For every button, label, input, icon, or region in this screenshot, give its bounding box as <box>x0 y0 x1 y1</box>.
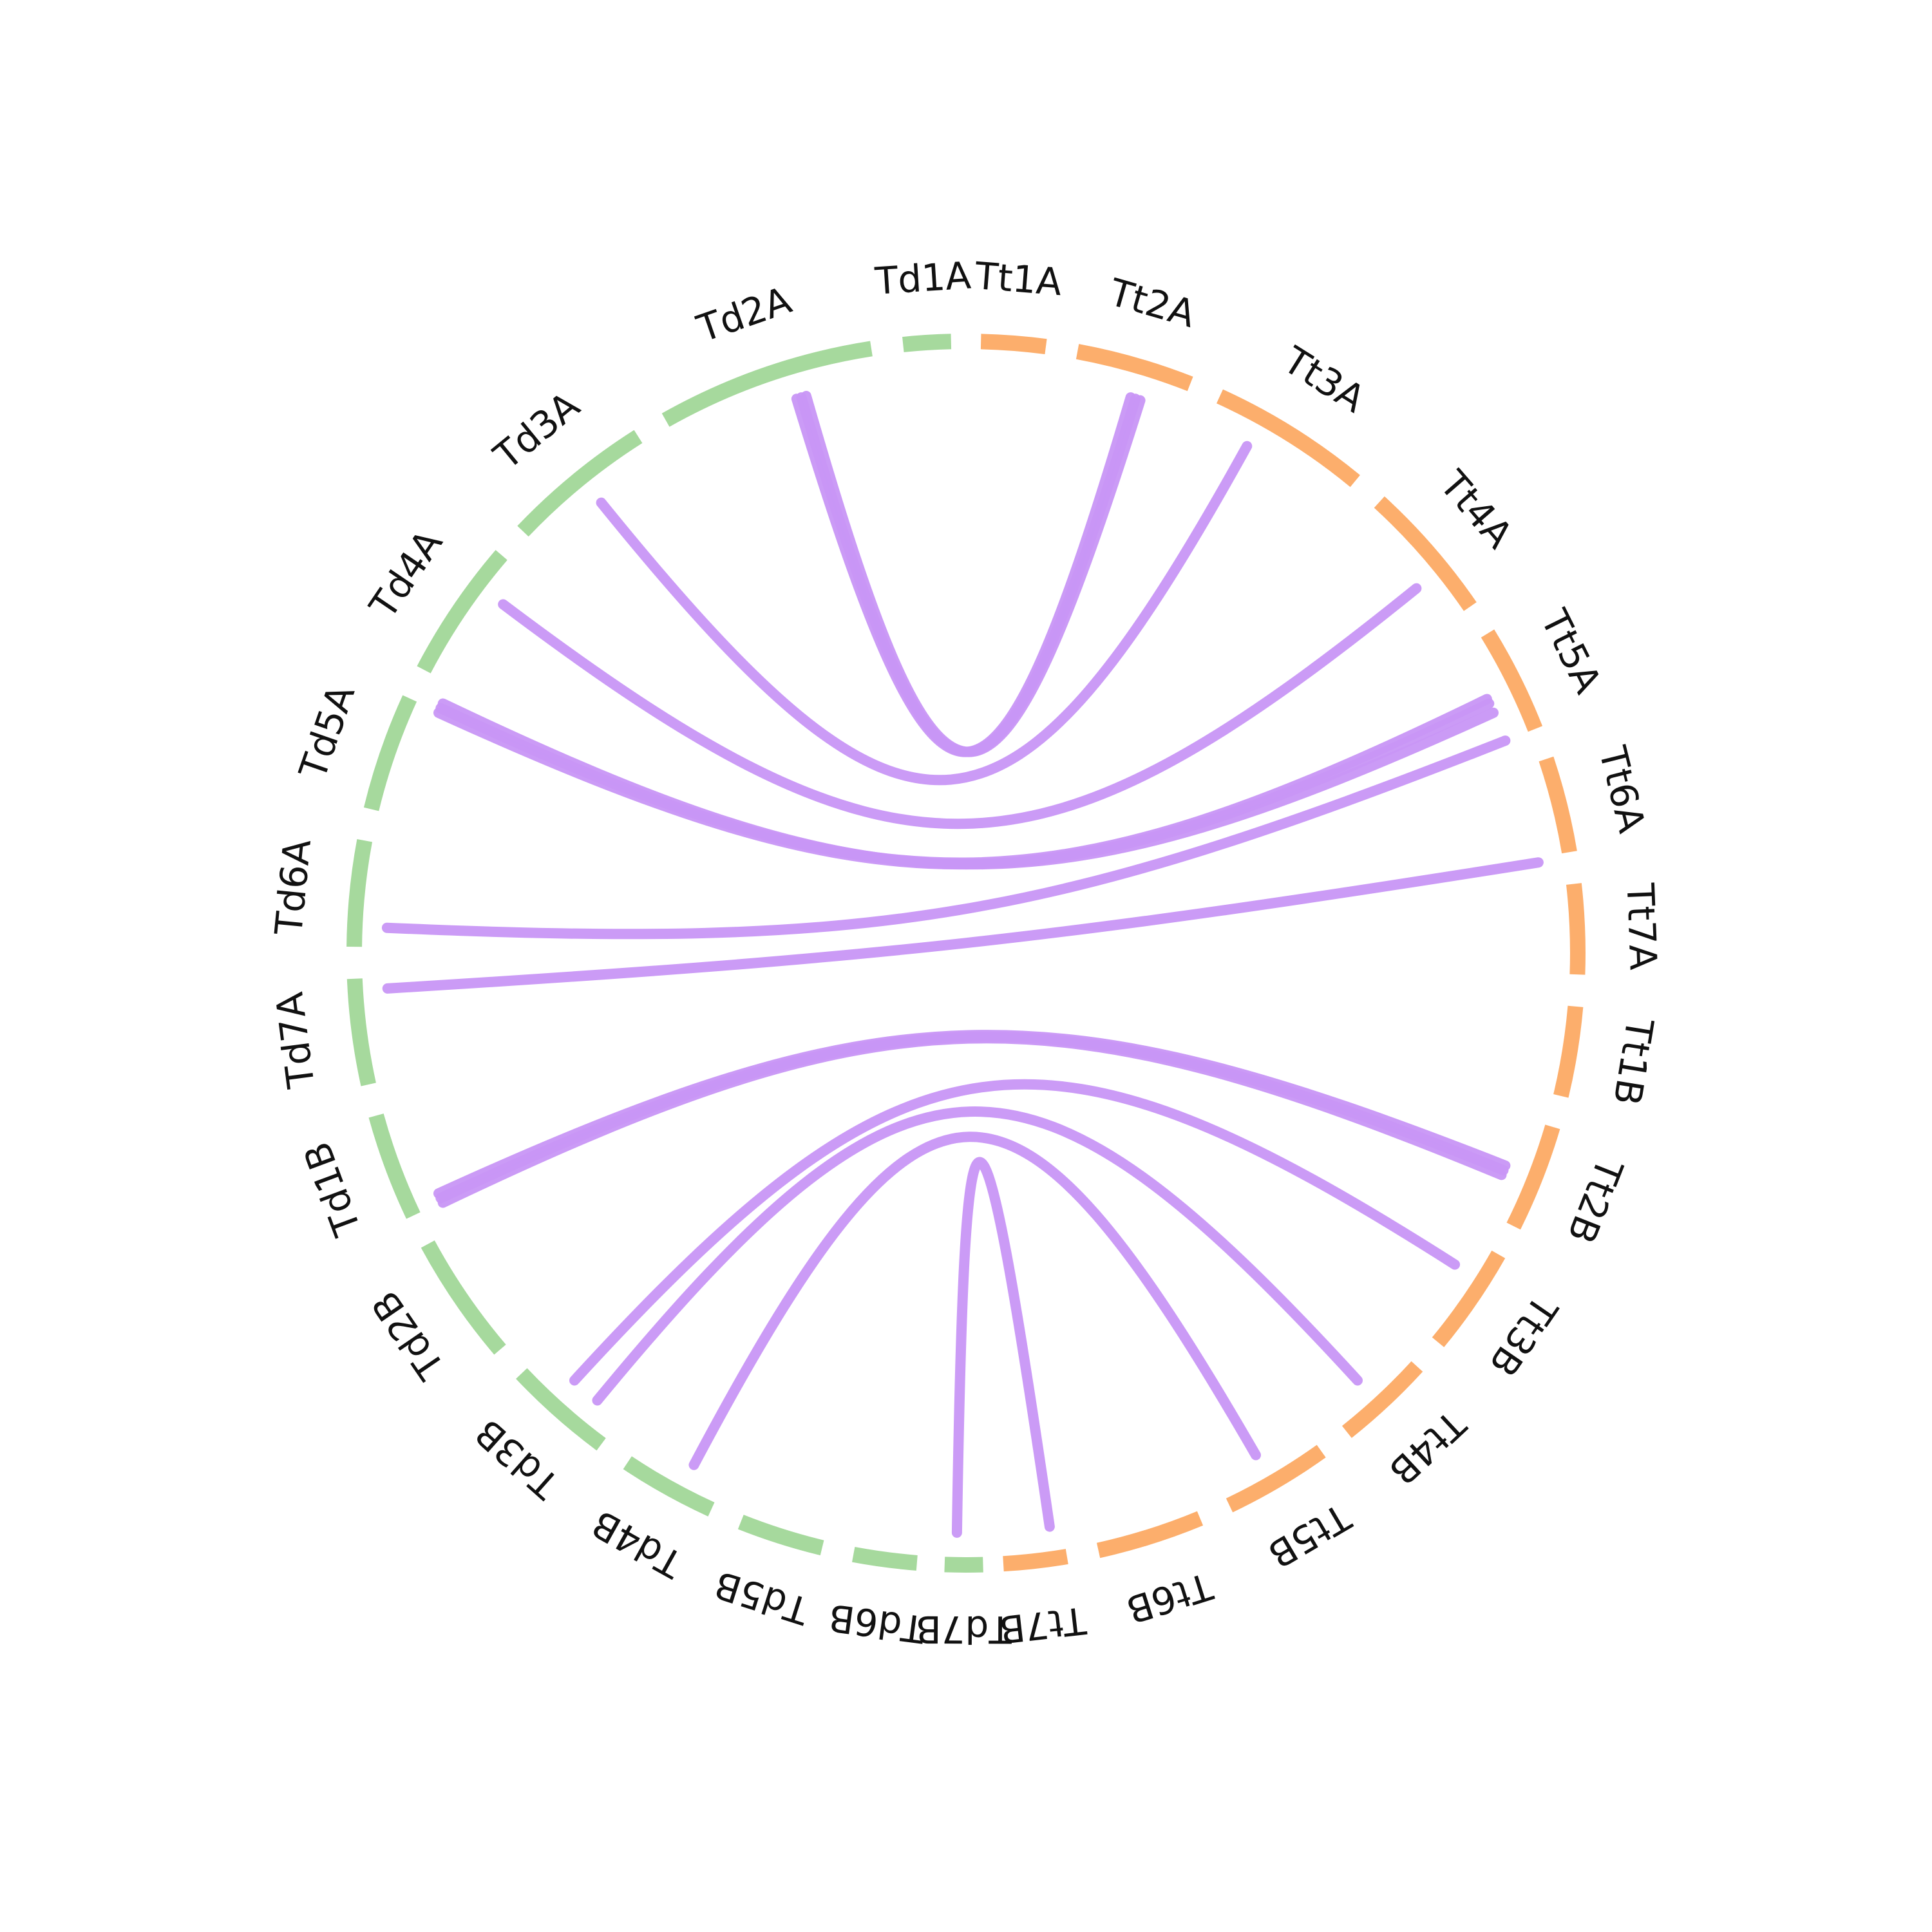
links-layer <box>381 390 1544 1538</box>
segment-label-td2a: Td2A <box>691 278 797 350</box>
segment-arc-td4b <box>623 1456 715 1517</box>
segment-arc-td6a <box>346 838 372 947</box>
segment-arc-tt6a <box>1539 756 1577 854</box>
link-td4a-tt4a-4 <box>498 583 1422 829</box>
segment-label-tt1b: Tt1B <box>1605 1015 1662 1108</box>
segment-arc-tt7b <box>1003 1549 1068 1572</box>
segment-arc-tt3b <box>1432 1250 1506 1347</box>
segment-label-td2b: Td2B <box>363 1283 453 1388</box>
segment-label-tt1a: Tt1A <box>973 254 1064 304</box>
segment-arc-tt4b <box>1341 1361 1423 1438</box>
segment-label-tt4a: Tt4A <box>1431 462 1522 556</box>
segment-label-tt4b: Tt4B <box>1381 1401 1475 1493</box>
segment-label-tt6a: Tt6A <box>1590 741 1654 837</box>
link-td6a-tt6a-8 <box>381 735 1511 940</box>
link-td5a-tt5a-7 <box>435 694 1492 868</box>
segment-arc-tt1a <box>980 334 1047 355</box>
segment-label-tt2b: Tt2B <box>1559 1152 1632 1249</box>
segment-arc-tt5a <box>1481 629 1543 732</box>
segment-label-tt7b: Tt7B <box>997 1598 1089 1652</box>
segment-label-td1b: Td1B <box>295 1136 370 1242</box>
segment-arc-td7b <box>944 1557 983 1573</box>
segment-arc-tt2a <box>1075 344 1193 392</box>
segment-label-td7a: Td7A <box>267 990 323 1092</box>
segment-arc-td3a <box>517 430 643 537</box>
segment-label-td1a: Td1A <box>873 253 972 303</box>
segment-arc-td1a <box>902 334 952 352</box>
link-td7b-tt7b-16 <box>951 1157 1055 1538</box>
segments-layer <box>346 334 1586 1573</box>
segment-arc-td1b <box>368 1113 421 1219</box>
segment-label-td6a: Td6A <box>267 837 319 938</box>
segment-label-tt5a: Tt5A <box>1532 602 1611 700</box>
segment-arc-td5b <box>737 1515 824 1556</box>
link-td4b-tt4b-14 <box>592 1106 1363 1406</box>
segment-label-td7b: Td7B <box>916 1607 1012 1652</box>
link-td3b-tt3b-13 <box>569 1079 1461 1386</box>
segment-label-tt3b: Tt3B <box>1481 1287 1566 1384</box>
segment-arc-td2a <box>661 341 873 427</box>
segment-label-tt5b: Tt5B <box>1261 1495 1359 1577</box>
segment-label-td3a: Td3A <box>486 383 588 478</box>
link-td7a-tt7a-9 <box>382 857 1544 994</box>
segment-label-td4b: Td4B <box>585 1502 690 1587</box>
segment-label-tt3a: Tt3A <box>1275 337 1372 421</box>
segment-label-td4a: Td4A <box>361 522 451 626</box>
labels-layer: Td1A Td2A Td3A Td4A Td5A Td6A Td7A Td1B Td2BTd3B… <box>267 253 1665 1651</box>
segment-arc-tt1b <box>1553 1005 1584 1098</box>
link-td3a-tt3a-3 <box>596 440 1253 786</box>
segment-label-td6b: Td6B <box>826 1595 928 1651</box>
segment-arc-td7a <box>346 978 376 1086</box>
segment-arc-tt2b <box>1506 1124 1560 1230</box>
segment-label-tt2a: Tt2A <box>1104 270 1200 336</box>
segment-label-td5b: Td5B <box>709 1562 814 1633</box>
segment-label-tt6b: Tt6B <box>1121 1564 1218 1632</box>
segment-arc-tt5b <box>1226 1444 1326 1513</box>
segment-arc-tt3a <box>1217 389 1360 488</box>
segment-arc-tt6b <box>1097 1511 1204 1558</box>
segment-arc-td5a <box>363 695 417 811</box>
segment-label-tt7a: Tt7A <box>1618 882 1665 971</box>
link-td2b-tt2b-12 <box>435 1031 1509 1204</box>
link-td5b-tt5b-15 <box>688 1132 1261 1470</box>
segment-arc-tt7a <box>1566 883 1586 975</box>
link-td2a-tt2a-2 <box>796 392 1141 757</box>
segment-arc-td2b <box>421 1240 506 1355</box>
segment-label-td3b: Td3B <box>467 1410 568 1507</box>
segment-arc-td3b <box>516 1368 606 1451</box>
segment-arc-td6b <box>851 1546 918 1571</box>
segment-label-td5a: Td5A <box>290 679 363 785</box>
segment-arc-td4a <box>417 549 507 674</box>
segment-arc-tt4a <box>1374 496 1477 611</box>
